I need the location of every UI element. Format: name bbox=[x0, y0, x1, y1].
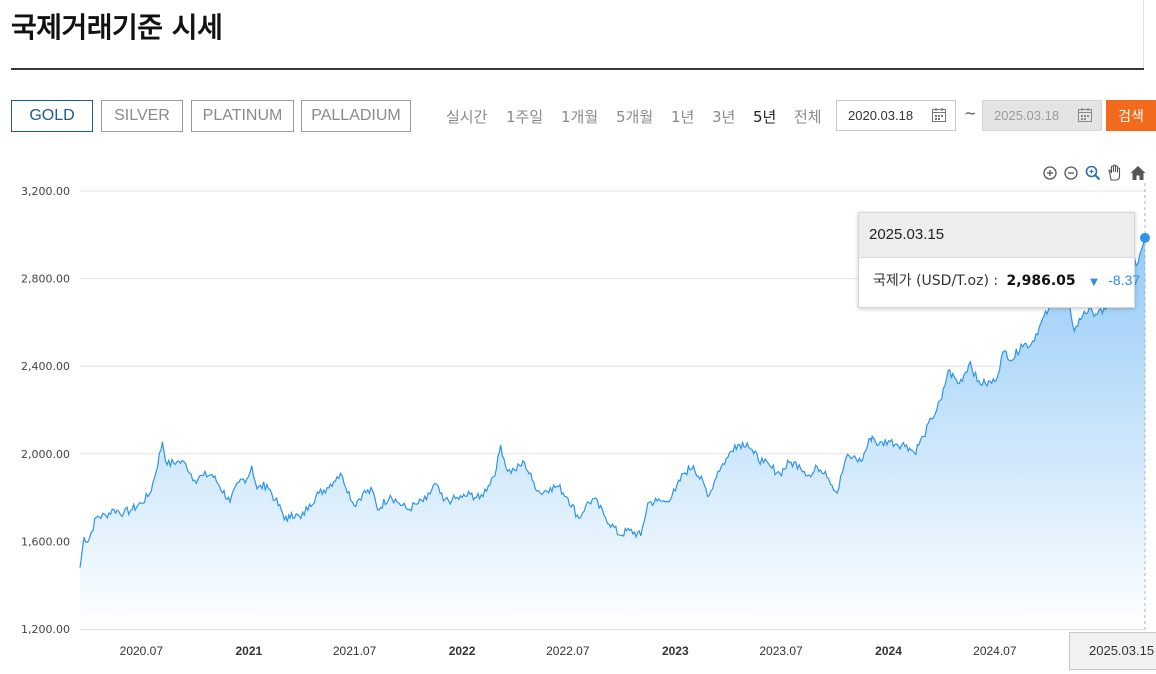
period-realtime[interactable]: 실시간 bbox=[446, 108, 488, 126]
y-tick-label: 2,000.00 bbox=[21, 448, 70, 461]
period-5month[interactable]: 5개월 bbox=[616, 108, 654, 126]
period-3year[interactable]: 3년 bbox=[712, 108, 736, 126]
magnifier-icon[interactable] bbox=[1084, 164, 1102, 182]
y-tick-label: 2,800.00 bbox=[21, 273, 70, 286]
panel-edge bbox=[1143, 0, 1144, 68]
hover-point bbox=[1140, 232, 1150, 243]
period-all[interactable]: 전체 bbox=[794, 108, 822, 126]
calendar-icon[interactable] bbox=[1078, 108, 1092, 122]
date-range-separator: ~ bbox=[964, 104, 977, 122]
tab-palladium[interactable]: PALLADIUM bbox=[301, 100, 411, 132]
zoom-out-icon[interactable] bbox=[1062, 164, 1080, 182]
x-tick-label: 2021.07 bbox=[333, 644, 377, 658]
y-tick-label: 1,200.00 bbox=[21, 623, 70, 636]
tooltip-label: 국제가 (USD/T.oz) : bbox=[873, 273, 999, 289]
start-date-input[interactable]: 2020.03.18 bbox=[836, 100, 956, 131]
tab-silver[interactable]: SILVER bbox=[101, 100, 183, 132]
tooltip-date: 2025.03.15 bbox=[859, 213, 1134, 258]
pan-hand-icon[interactable] bbox=[1106, 164, 1124, 182]
x-tick-label: 2022.07 bbox=[546, 644, 590, 658]
x-tick-label: 2023 bbox=[662, 644, 689, 658]
tooltip-value: 2,986.05 bbox=[1006, 273, 1076, 289]
end-date-value: 2025.03.18 bbox=[994, 108, 1060, 123]
period-1month[interactable]: 1개월 bbox=[561, 108, 599, 126]
home-icon[interactable] bbox=[1129, 164, 1147, 182]
down-arrow-icon: ▼ bbox=[1090, 277, 1098, 288]
x-tick-label: 2022 bbox=[449, 644, 476, 658]
search-button[interactable]: 검색 bbox=[1106, 100, 1156, 131]
x-tick-label: 2021 bbox=[235, 644, 262, 658]
x-tick-label: 2024 bbox=[875, 644, 902, 658]
period-1year[interactable]: 1년 bbox=[671, 108, 695, 126]
series-area bbox=[80, 237, 1145, 629]
y-axis: 1,200.00 1,600.00 2,000.00 2,400.00 2,800.00… bbox=[21, 185, 70, 636]
y-tick-label: 1,600.00 bbox=[21, 535, 70, 548]
x-tick-label: 2024.07 bbox=[973, 644, 1017, 658]
end-date-input[interactable]: 2025.03.18 bbox=[982, 100, 1102, 131]
title-divider bbox=[11, 68, 1144, 70]
y-tick-label: 3,200.00 bbox=[21, 185, 70, 198]
page-title: 국제거래기준 시세 bbox=[11, 11, 223, 44]
period-1week[interactable]: 1주일 bbox=[506, 108, 544, 126]
tab-platinum[interactable]: PLATINUM bbox=[191, 100, 294, 132]
start-date-value: 2020.03.18 bbox=[848, 108, 914, 123]
price-tooltip: 2025.03.15 국제가 (USD/T.oz) : 2,986.05 ▼ -… bbox=[858, 212, 1140, 308]
x-axis: 2020.07 2021 2021.07 2022 2022.07 2023 2023.07… bbox=[120, 644, 1017, 658]
crosshair-date-label: 2025.03.15 ( bbox=[1069, 632, 1156, 670]
y-tick-label: 2,400.00 bbox=[21, 360, 70, 373]
x-tick-label: 2020.07 bbox=[120, 644, 164, 658]
tooltip-change: -8.37 bbox=[1108, 272, 1141, 288]
tab-gold[interactable]: GOLD bbox=[11, 100, 93, 132]
zoom-in-icon[interactable] bbox=[1041, 164, 1059, 182]
period-5year[interactable]: 5년 bbox=[753, 108, 777, 126]
tooltip-row: 국제가 (USD/T.oz) : 2,986.05 ▼ -8.37 bbox=[859, 258, 1140, 290]
calendar-icon[interactable] bbox=[932, 108, 946, 122]
x-tick-label: 2023.07 bbox=[759, 644, 803, 658]
series-line bbox=[79, 237, 1146, 568]
